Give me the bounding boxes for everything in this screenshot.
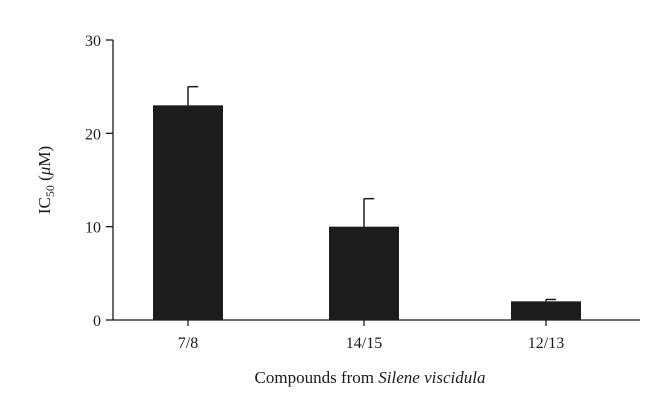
y-axis-label-unit-rest: M) bbox=[35, 146, 54, 167]
y-axis-label-prefix: IC bbox=[35, 197, 54, 214]
x-tick-label: 14/15 bbox=[346, 335, 382, 352]
y-tick-label: 10 bbox=[85, 220, 101, 237]
x-axis-label: Compounds from Silene viscidula bbox=[255, 368, 486, 387]
bar-7-8 bbox=[153, 105, 223, 320]
y-tick-label: 0 bbox=[93, 313, 101, 330]
axes-group bbox=[112, 40, 640, 321]
y-axis-label-subscript: 50 bbox=[43, 185, 57, 197]
x-tick-label: 7/8 bbox=[178, 335, 198, 352]
y-tick-label: 20 bbox=[85, 126, 101, 143]
y-ticks-group: 0 10 20 30 bbox=[85, 33, 113, 330]
y-tick-label: 30 bbox=[85, 33, 101, 50]
y-axis-label-unit: ( bbox=[35, 175, 54, 185]
x-axis-label-italic: Silene viscidula bbox=[378, 368, 485, 387]
x-axis-label-prefix: Compounds from bbox=[255, 368, 379, 387]
x-tick-label: 12/13 bbox=[528, 335, 564, 352]
y-axis-label: IC50 (μM) bbox=[35, 146, 57, 214]
bars-group bbox=[153, 105, 581, 320]
error-bars-group bbox=[187, 85, 556, 302]
bar-14-15 bbox=[329, 226, 399, 320]
x-ticks-group: 7/8 14/15 12/13 bbox=[178, 320, 564, 352]
y-axis-label-unit-symbol: μ bbox=[35, 167, 54, 177]
bar-12-13 bbox=[511, 301, 581, 320]
